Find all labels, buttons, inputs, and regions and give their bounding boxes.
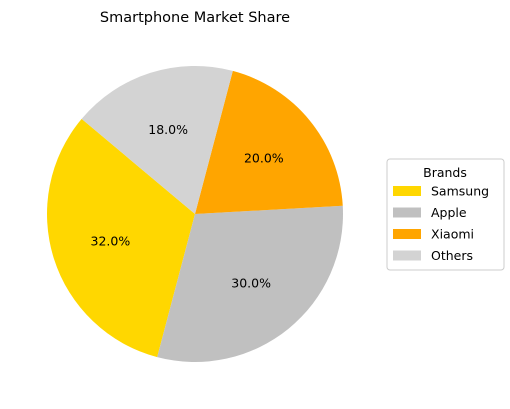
legend-label-xiaomi: Xiaomi <box>431 227 474 242</box>
pie-slice-samsung <box>47 118 195 358</box>
pie-slices <box>47 66 344 363</box>
pie-label-xiaomi: 20.0% <box>244 150 284 165</box>
legend: Brands Samsung Apple Xiaomi Others <box>386 158 505 271</box>
pie-label-apple: 30.0% <box>231 275 271 290</box>
legend-items: Samsung Apple Xiaomi Others <box>393 184 489 263</box>
pie-slice-apple <box>157 205 344 363</box>
legend-swatch-others <box>393 250 421 261</box>
legend-title: Brands <box>423 165 467 180</box>
pie-slice-others <box>81 66 233 214</box>
legend-swatch-xiaomi <box>393 229 421 239</box>
legend-label-apple: Apple <box>431 205 467 220</box>
legend-swatch-samsung <box>393 186 421 196</box>
chart-title: Smartphone Market Share <box>100 10 290 26</box>
pie-label-others: 18.0% <box>148 122 188 137</box>
legend-label-others: Others <box>431 248 473 263</box>
pie-label-samsung: 32.0% <box>91 233 131 248</box>
legend-label-samsung: Samsung <box>431 184 489 199</box>
legend-swatch-apple <box>393 207 421 218</box>
pie-value-labels: 32.0% 30.0% 20.0% 18.0% <box>91 122 284 290</box>
pie-slice-xiaomi <box>195 70 343 214</box>
